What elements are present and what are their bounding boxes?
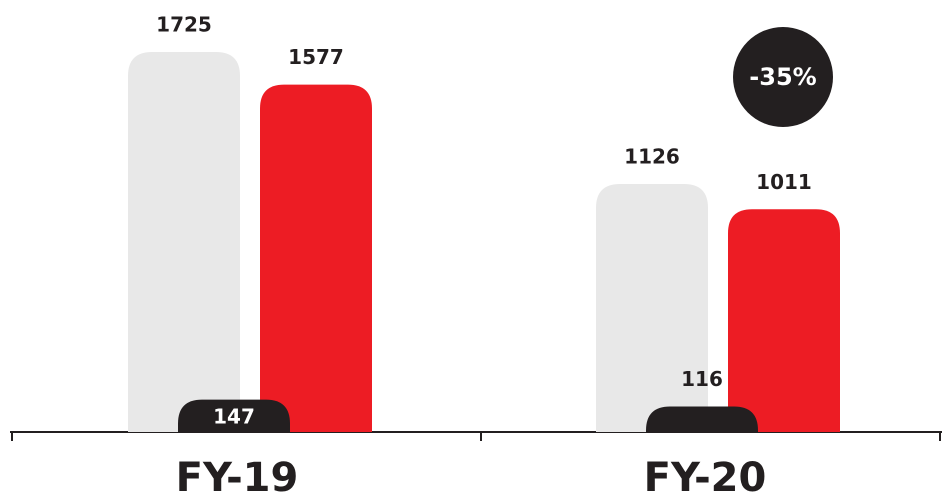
value-label: 1577	[288, 45, 344, 69]
value-label: 116	[681, 367, 723, 391]
bar	[596, 183, 708, 432]
annotation: -35%	[749, 63, 816, 91]
x-tick-label: FY-20	[644, 455, 767, 501]
bar	[646, 406, 758, 432]
value-label: 1011	[756, 170, 812, 194]
value-label: 147	[213, 404, 255, 428]
bar	[178, 399, 290, 432]
value-label: 1126	[624, 144, 680, 168]
annotation-badge	[733, 27, 833, 127]
value-label: 1725	[156, 13, 212, 37]
x-tick-label: FY-19	[176, 455, 299, 501]
bar	[260, 84, 372, 432]
bar	[128, 52, 240, 432]
bar	[728, 209, 840, 432]
